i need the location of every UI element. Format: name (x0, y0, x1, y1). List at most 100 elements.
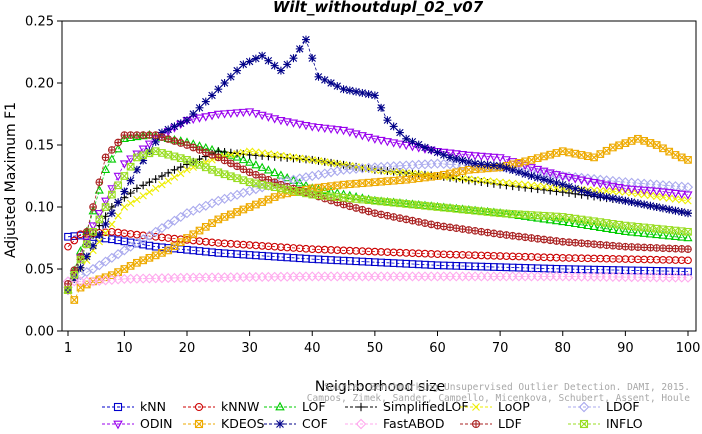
legend-label: LoOP (498, 399, 530, 414)
data-point (264, 150, 273, 158)
data-point (633, 227, 643, 237)
data-point (609, 187, 617, 196)
data-point (590, 153, 598, 162)
data-point (570, 175, 580, 184)
data-point (101, 197, 111, 206)
data-point (627, 227, 637, 236)
data-point (376, 136, 386, 146)
data-point (684, 256, 692, 265)
data-point (308, 156, 316, 164)
data-point (101, 229, 110, 237)
data-point (602, 187, 611, 195)
legend-label: ODIN (140, 416, 173, 431)
data-point (339, 85, 348, 94)
data-point (358, 195, 367, 204)
data-point (533, 211, 542, 220)
data-point (151, 175, 160, 184)
data-point (433, 148, 442, 157)
data-point (526, 164, 536, 173)
data-point (558, 237, 567, 246)
data-point (95, 230, 104, 239)
data-point (276, 117, 286, 126)
data-point (671, 244, 680, 253)
data-point (414, 218, 423, 226)
legend-label: kNN (140, 399, 166, 414)
data-point (358, 179, 367, 188)
data-point (357, 132, 367, 141)
data-point (439, 150, 448, 159)
data-point (627, 222, 636, 231)
data-point (302, 35, 310, 44)
data-point (220, 110, 230, 119)
data-point (620, 185, 630, 194)
data-point (95, 215, 104, 224)
x-tick-label: 50 (367, 341, 384, 356)
data-point (571, 149, 580, 158)
data-point (264, 195, 273, 204)
data-point (552, 149, 561, 157)
data-point (446, 153, 454, 162)
data-point (508, 231, 517, 240)
data-point (258, 51, 267, 60)
data-point (483, 206, 493, 216)
data-point (583, 239, 592, 248)
data-point (169, 215, 180, 226)
data-point (621, 139, 630, 147)
data-point (684, 209, 692, 218)
data-point (596, 191, 605, 200)
data-point (614, 225, 624, 234)
data-point (389, 197, 399, 206)
legend-label: kNNW (221, 399, 259, 414)
data-point (546, 236, 555, 245)
legend-item-inflo: INFLO (568, 416, 643, 431)
data-point (595, 180, 605, 189)
data-point (496, 162, 505, 171)
data-point (364, 207, 373, 216)
data-point (358, 88, 367, 97)
data-point (558, 172, 568, 182)
data-point (145, 178, 154, 187)
data-point (640, 137, 649, 145)
data-point (251, 160, 261, 169)
data-point (88, 206, 98, 215)
data-point (446, 204, 454, 213)
data-point (177, 169, 185, 178)
data-point (589, 221, 599, 231)
data-point (646, 243, 655, 252)
x-tick-label: 90 (617, 341, 634, 356)
plot-frame (61, 20, 697, 332)
data-point (94, 260, 105, 271)
data-point (402, 169, 410, 177)
data-point (226, 72, 235, 81)
data-point (301, 180, 311, 190)
data-point (583, 152, 592, 161)
data-point (452, 224, 461, 233)
data-point (514, 210, 524, 219)
data-point (345, 86, 354, 95)
series-fastabod (62, 271, 694, 287)
data-point (264, 56, 273, 65)
data-point (684, 156, 692, 164)
data-point (201, 148, 210, 157)
data-point (107, 146, 116, 154)
data-point (126, 132, 136, 142)
data-point (88, 222, 98, 231)
data-point (164, 168, 173, 177)
legend-label: LOF (302, 399, 326, 414)
data-point (252, 170, 260, 179)
x-tick-label: 70 (492, 341, 509, 356)
data-point (302, 155, 310, 163)
data-point (189, 143, 198, 152)
data-point (70, 270, 79, 279)
data-point (245, 108, 255, 117)
data-point (352, 87, 361, 96)
legend-item-ldf: LDF (460, 416, 522, 431)
y-tick-label: 0.15 (25, 139, 54, 154)
data-point (476, 206, 486, 215)
data-point (70, 296, 79, 304)
data-point (389, 167, 398, 176)
data-point (552, 178, 561, 187)
data-point (683, 191, 693, 200)
data-point (458, 175, 467, 184)
data-point (113, 144, 123, 153)
